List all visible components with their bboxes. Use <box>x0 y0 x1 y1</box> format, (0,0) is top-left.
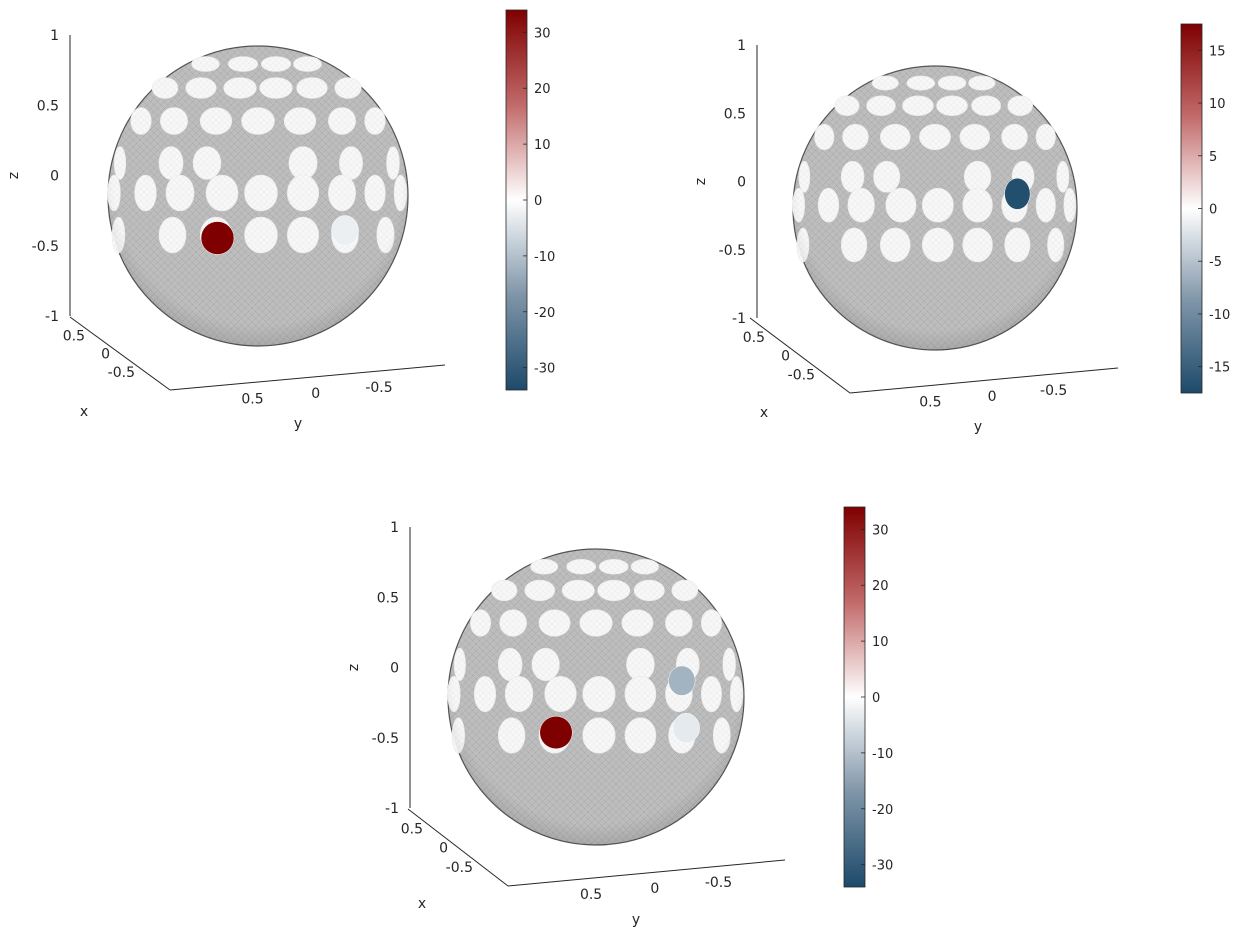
colorbar-tick-label: 20 <box>534 82 551 97</box>
y-axis-line <box>507 859 786 887</box>
y-axis-line <box>849 367 1119 394</box>
colorbar-tick-label: 0 <box>534 194 542 209</box>
x-tick-label: 0 <box>439 841 448 857</box>
z-tick-label: 0 <box>737 175 746 191</box>
y-tick-label: 0 <box>650 881 659 897</box>
x-tick-label: -0.5 <box>108 365 135 381</box>
colorbar-tick-label: 15 <box>1209 44 1226 59</box>
z-tick-label: 1 <box>737 38 746 54</box>
y-tick-label: 0.5 <box>919 395 941 411</box>
z-tick-label: 0 <box>50 169 59 185</box>
x-axis-line <box>749 317 851 394</box>
sphere <box>792 65 1078 351</box>
sphere <box>107 45 409 347</box>
axes-lines <box>749 45 1119 394</box>
colorbar-tick-label: -5 <box>1209 255 1222 270</box>
colorbar-tick-label: 5 <box>1209 150 1217 165</box>
z-tick-label: 0.5 <box>37 98 59 114</box>
colorbar-tick-label: -30 <box>534 362 555 377</box>
z-tick-label: 1 <box>390 520 399 536</box>
colorbar-tick-label: 10 <box>1209 97 1226 112</box>
y-axis-label: y <box>632 912 640 927</box>
z-tick-label: -1 <box>732 311 746 327</box>
x-axis-label: x <box>760 405 768 421</box>
x-axis-line <box>407 808 509 887</box>
x-tick-label: 0 <box>781 349 790 365</box>
x-tick-label: 0.5 <box>63 328 85 344</box>
colorbar-tick-label: -30 <box>872 859 893 874</box>
z-tick-label: -0.5 <box>372 731 399 747</box>
colorbar-tick-label: 30 <box>534 26 551 41</box>
colorbar-tick-label: 10 <box>872 635 889 650</box>
colorbar-tick-label: 10 <box>534 138 551 153</box>
chart-panel-1: 1 0.5 0 -0.5 -1 z 0.5 0 -0.5 x 0.5 0 -0.5 y 30 20 10 0 -10… <box>6 9 555 432</box>
y-axis-label: y <box>974 419 982 435</box>
colorbar-tick-label: 0 <box>872 691 880 706</box>
z-axis-label: z <box>346 664 362 671</box>
z-tick-label: 0.5 <box>724 106 746 122</box>
x-tick-label: 0.5 <box>743 330 765 346</box>
sphere-shading <box>108 46 408 346</box>
z-tick-label: -1 <box>45 309 59 325</box>
x-tick-label: -0.5 <box>788 367 815 383</box>
y-tick-label: 0.5 <box>580 887 602 903</box>
z-tick-label: 0 <box>390 661 399 677</box>
x-tick-label: 0.5 <box>401 821 423 837</box>
y-tick-label: -0.5 <box>1040 383 1067 399</box>
colorbar-tick-label: -10 <box>1209 308 1230 323</box>
y-tick-label: -0.5 <box>365 380 392 396</box>
colorbar: 30 20 10 0 -10 -20 -30 <box>843 506 893 888</box>
sphere <box>447 548 745 846</box>
colorbar-tick-label: -10 <box>534 250 555 265</box>
chart-panel-3: 1 0.5 0 -0.5 -1 z 0.5 0 -0.5 x 0.5 0 -0.5 y 30 20 10 0 -10… <box>346 506 893 927</box>
axes-lines <box>69 35 446 391</box>
sphere-shading <box>448 549 744 845</box>
x-tick-label: -0.5 <box>446 860 473 876</box>
z-tick-label: -0.5 <box>32 239 59 255</box>
z-tick-label: 1 <box>50 28 59 44</box>
colorbar-tick-label: 0 <box>1209 203 1217 218</box>
z-tick-label: -0.5 <box>719 243 746 259</box>
axes-lines <box>407 527 786 887</box>
colorbar-tick-label: 30 <box>872 523 889 538</box>
y-tick-label: 0 <box>988 389 997 405</box>
z-axis-label: z <box>693 178 709 185</box>
x-tick-label: 0 <box>101 347 110 363</box>
z-tick-label: -1 <box>385 801 399 817</box>
colorbar-tick-label: -20 <box>872 803 893 818</box>
colorbar: 15 10 5 0 -5 -10 -15 <box>1180 23 1230 394</box>
sphere-shading <box>793 66 1077 350</box>
y-axis-label: y <box>294 416 302 432</box>
x-axis-line <box>69 316 171 391</box>
x-axis-label: x <box>418 896 426 912</box>
y-tick-label: -0.5 <box>705 875 732 891</box>
z-axis-label: z <box>6 172 22 179</box>
y-tick-label: 0 <box>311 386 320 402</box>
colorbar: 30 20 10 0 -10 -20 -30 <box>505 9 555 391</box>
colorbar-tick-label: -15 <box>1209 361 1230 376</box>
chart-panel-2: 1 0.5 0 -0.5 -1 z 0.5 0 -0.5 x 0.5 0 -0.5 y 15 10 5 0 -5 -1… <box>693 23 1230 435</box>
y-tick-label: 0.5 <box>241 392 263 408</box>
colorbar-tick-label: 20 <box>872 579 889 594</box>
colorbar-tick-label: -10 <box>872 747 893 762</box>
z-tick-label: 0.5 <box>377 590 399 606</box>
y-axis-line <box>169 364 446 391</box>
x-axis-label: x <box>80 404 88 420</box>
colorbar-tick-label: -20 <box>534 306 555 321</box>
